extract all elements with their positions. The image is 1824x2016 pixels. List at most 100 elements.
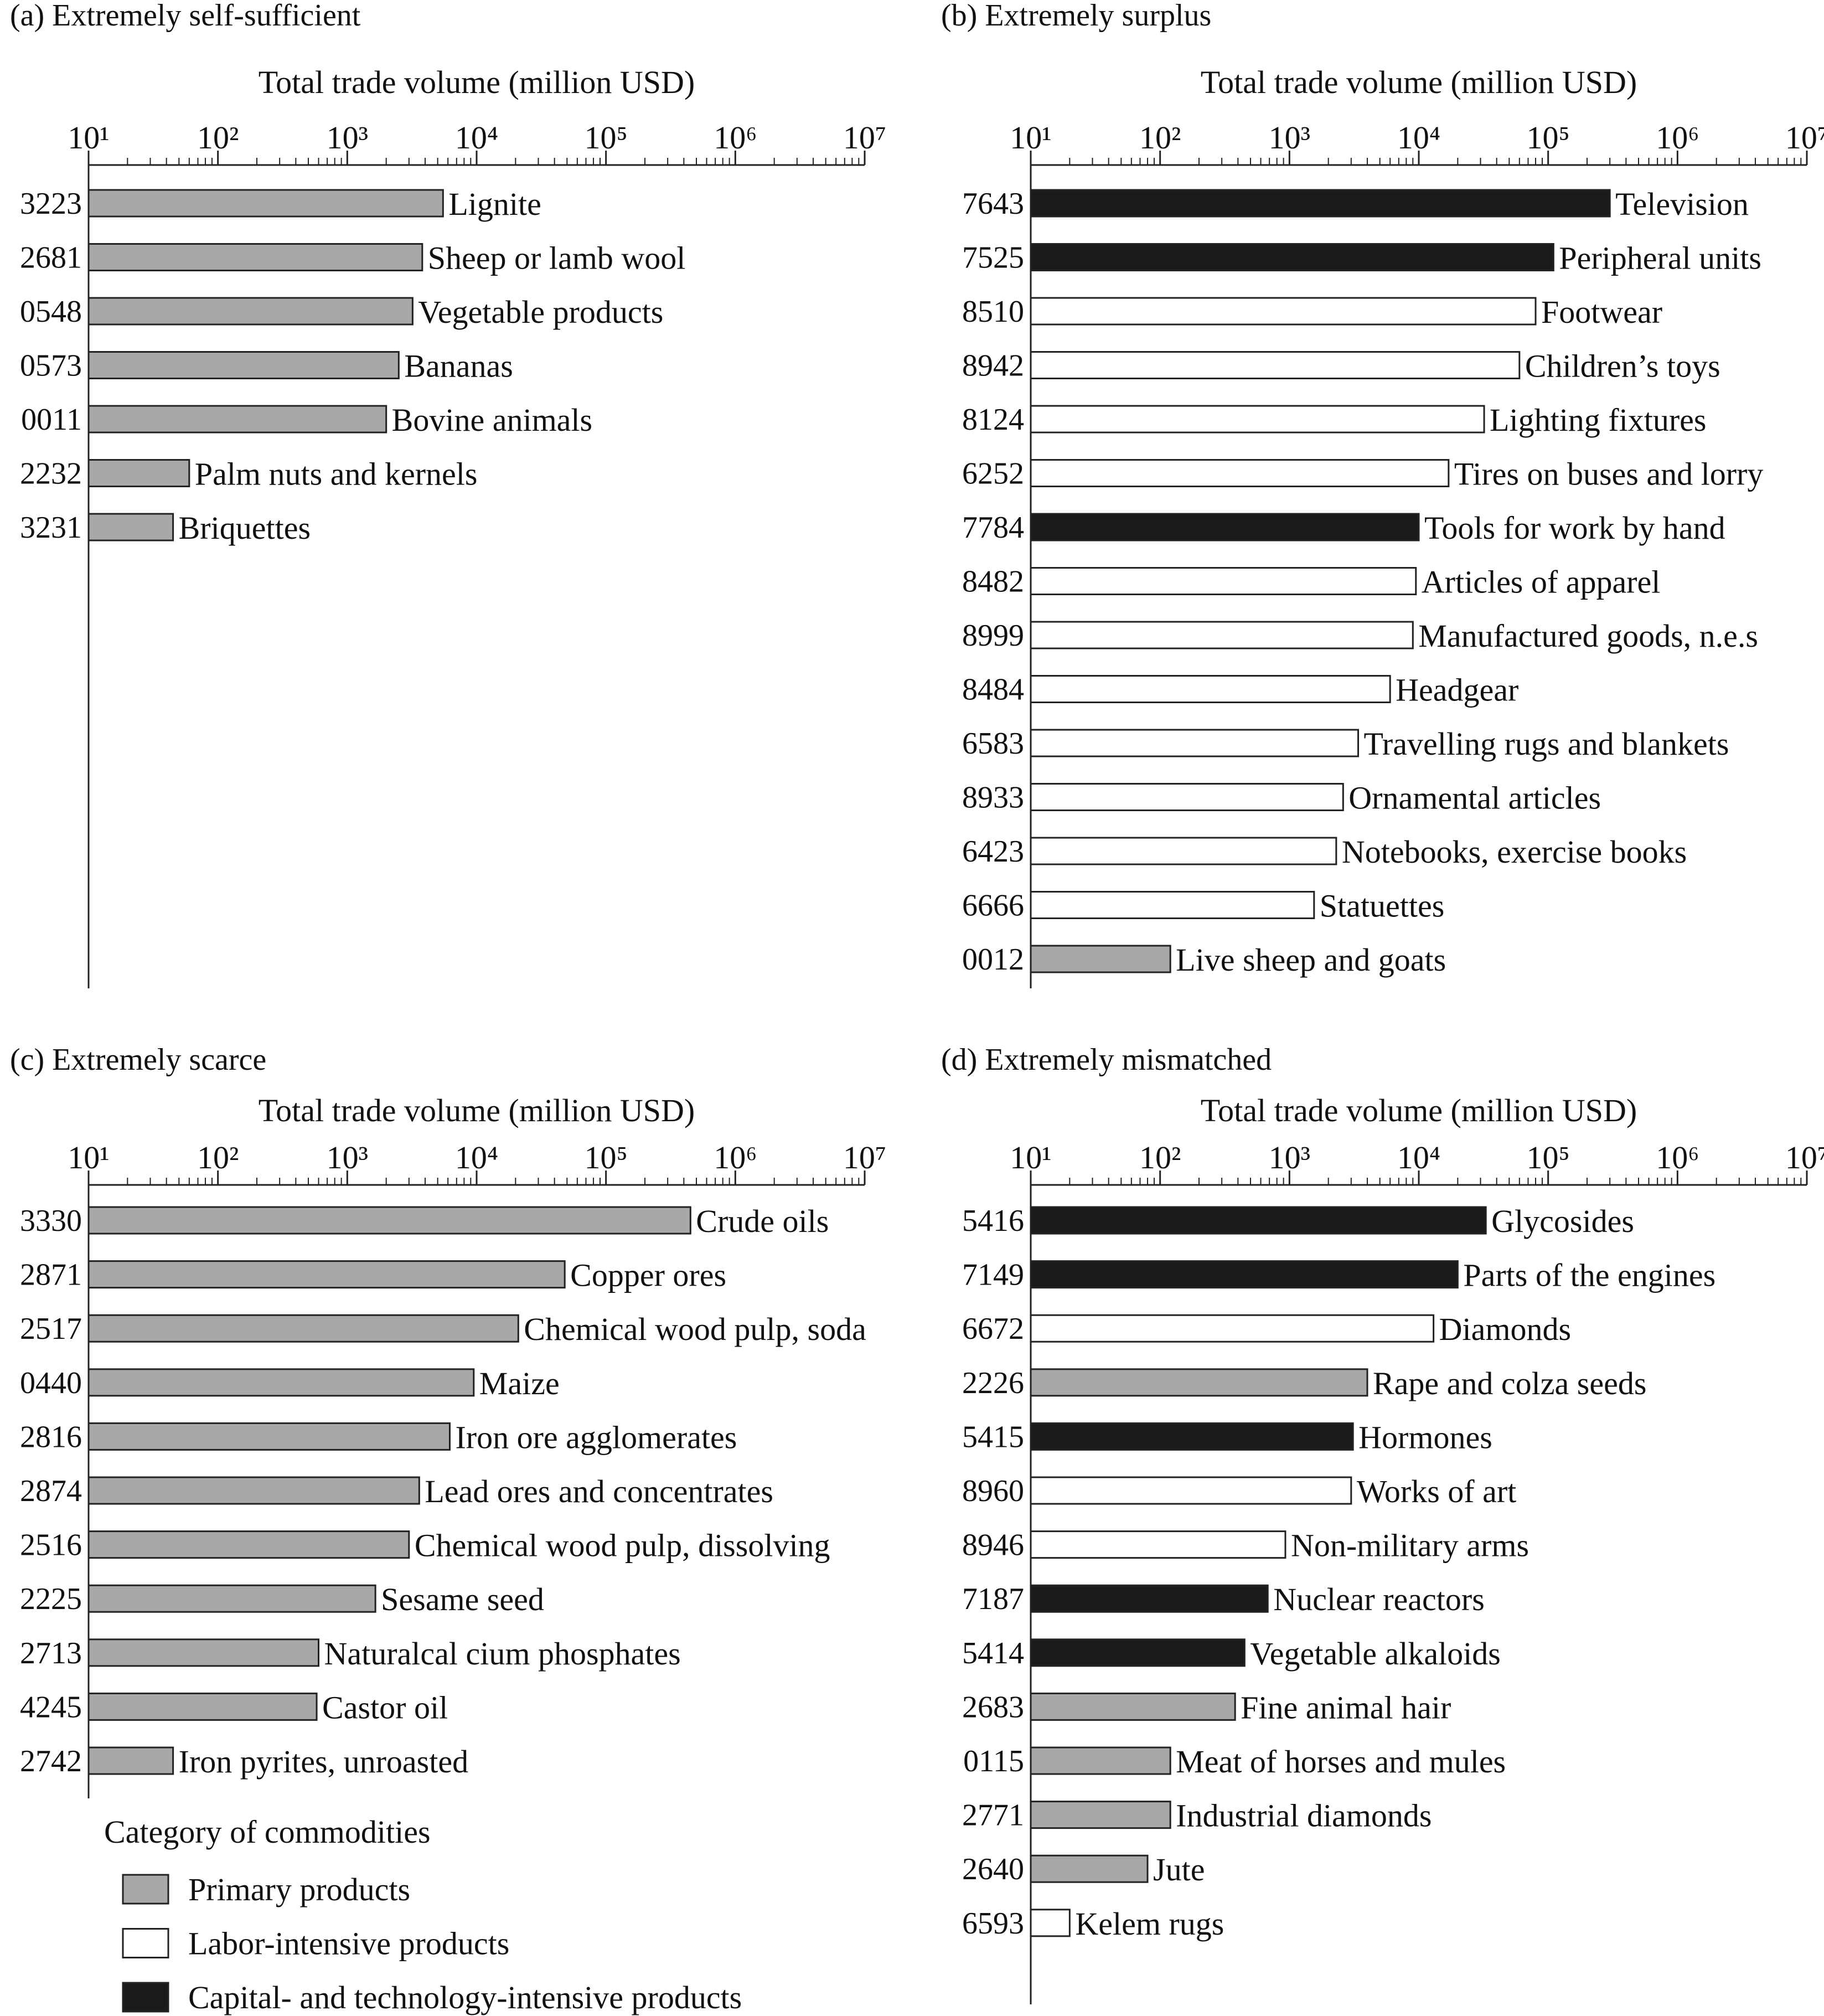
bar-data-label: Statuettes — [1320, 888, 1445, 924]
bar-data-label: Vegetable products — [418, 294, 663, 330]
category-code-label: 5414 — [962, 1636, 1024, 1670]
bar-primary — [89, 1747, 173, 1774]
category-code-label: 0440 — [20, 1366, 82, 1400]
bar-data-label: Vegetable alkaloids — [1250, 1636, 1501, 1672]
x-tick-label: 10⁴ — [455, 120, 498, 156]
x-tick-label: 10⁷ — [1785, 1140, 1824, 1175]
bar-data-label: Kelem rugs — [1075, 1906, 1224, 1942]
bar-data-label: Lignite — [448, 186, 541, 222]
category-code-label: 8484 — [962, 673, 1024, 707]
x-axis-label: Total trade volume (million USD) — [1201, 64, 1637, 100]
category-code-label: 7784 — [962, 511, 1024, 545]
category-code-label: 8124 — [962, 403, 1024, 437]
x-tick-label: 10⁶ — [1656, 1140, 1699, 1175]
legend-label-primary: Primary products — [188, 1871, 410, 1907]
chart-panel-d: (d) Extremely mismatched Total trade volu… — [941, 1043, 1824, 2004]
x-tick-label: 10¹ — [1010, 120, 1051, 156]
bar-capital — [1031, 190, 1610, 216]
bar-data-label: Maize — [479, 1365, 560, 1401]
bar-primary — [1031, 1802, 1170, 1828]
x-tick-label: 10³ — [327, 120, 368, 156]
bar-primary — [1031, 1369, 1367, 1396]
bar-primary — [89, 244, 422, 271]
bar-data-label: Diamonds — [1439, 1311, 1571, 1347]
x-tick-label: 10⁶ — [1656, 120, 1699, 156]
bar-labor — [1031, 460, 1449, 487]
bar-data-label: Ornamental articles — [1348, 780, 1601, 816]
x-axis-label: Total trade volume (million USD) — [259, 64, 695, 100]
legend-label-capital: Capital- and technology-intensive produc… — [188, 1979, 742, 2015]
x-tick-label: 10⁷ — [843, 120, 886, 156]
bar-data-label: Footwear — [1541, 294, 1662, 330]
bar-primary — [89, 1369, 474, 1396]
category-code-label: 8510 — [962, 295, 1024, 329]
bar-labor — [1031, 622, 1413, 648]
bar-primary — [89, 1532, 409, 1558]
category-code-label: 2874 — [20, 1474, 82, 1508]
bar-data-label: Notebooks, exercise books — [1342, 834, 1687, 870]
category-code-label: 6666 — [962, 889, 1024, 923]
bar-data-label: Hormones — [1358, 1419, 1492, 1455]
chart-panel-b: (b) Extremely surplus Total trade volume … — [941, 0, 1824, 988]
bar-primary — [89, 1585, 375, 1612]
category-code-label: 2771 — [962, 1798, 1024, 1833]
x-tick-label: 10⁵ — [1527, 1140, 1570, 1175]
x-tick-label: 10² — [197, 1140, 239, 1175]
bar-primary — [89, 1693, 317, 1720]
bar-capital — [1031, 1207, 1486, 1234]
bar-data-label: Television — [1615, 186, 1749, 222]
bar-primary — [1031, 1855, 1148, 1882]
x-tick-label: 10⁶ — [714, 1140, 757, 1175]
category-code-label: 7187 — [962, 1582, 1024, 1616]
bar-data-label: Parts of the engines — [1463, 1257, 1716, 1293]
bar-data-label: Chemical wood pulp, dissolving — [415, 1528, 830, 1564]
category-code-label: 3330 — [20, 1204, 82, 1238]
x-tick-label: 10² — [197, 120, 239, 156]
x-tick-label: 10² — [1139, 1140, 1181, 1175]
x-tick-label: 10⁴ — [455, 1140, 498, 1175]
bar-labor — [1031, 730, 1358, 756]
category-code-label: 2871 — [20, 1258, 82, 1292]
bar-labor — [1031, 1910, 1069, 1936]
bar-primary — [89, 1261, 565, 1288]
bar-data-label: Travelling rugs and blankets — [1364, 726, 1729, 762]
category-code-label: 2713 — [20, 1636, 82, 1670]
bar-data-label: Lead ores and concentrates — [425, 1473, 773, 1509]
category-code-label: 2816 — [20, 1420, 82, 1454]
bar-primary — [89, 1477, 419, 1504]
bar-data-label: Glycosides — [1491, 1203, 1634, 1239]
bar-data-label: Sheep or lamb wool — [428, 240, 686, 276]
bar-data-label: Naturalcal cium phosphates — [324, 1636, 680, 1672]
bar-labor — [1031, 1532, 1285, 1558]
chart-panel-a: (a) Extremely self-sufficient Total trade… — [10, 0, 886, 988]
category-code-label: 8482 — [962, 565, 1024, 599]
x-tick-label: 10⁷ — [1785, 120, 1824, 156]
bar-labor — [1031, 406, 1484, 432]
x-tick-label: 10¹ — [68, 1140, 109, 1175]
bar-labor — [1031, 1315, 1434, 1342]
bar-data-label: Peripheral units — [1559, 240, 1761, 276]
category-code-label: 6423 — [962, 834, 1024, 869]
chart-figure: (a) Extremely self-sufficient Total trade… — [0, 0, 1824, 2016]
category-code-label: 0573 — [20, 349, 82, 383]
bar-labor — [1031, 676, 1390, 703]
category-code-label: 2683 — [962, 1690, 1024, 1724]
category-code-label: 2517 — [20, 1312, 82, 1346]
x-tick-label: 10⁵ — [1527, 120, 1570, 156]
bar-labor — [1031, 298, 1536, 324]
bar-data-label: Iron ore agglomerates — [455, 1419, 737, 1455]
category-code-label: 7525 — [962, 241, 1024, 275]
bar-primary — [89, 1423, 449, 1450]
x-tick-label: 10³ — [327, 1140, 368, 1175]
category-code-label: 3231 — [20, 511, 82, 545]
panel-title: (b) Extremely surplus — [941, 0, 1211, 33]
category-code-label: 7149 — [962, 1258, 1024, 1292]
bar-data-label: Articles of apparel — [1422, 564, 1661, 600]
category-code-label: 2226 — [962, 1366, 1024, 1400]
bar-data-label: Bovine animals — [392, 402, 592, 438]
x-axis-label: Total trade volume (million USD) — [259, 1092, 695, 1128]
category-code-label: 6252 — [962, 457, 1024, 491]
bar-data-label: Jute — [1153, 1852, 1205, 1888]
bar-data-label: Industrial diamonds — [1176, 1798, 1432, 1834]
bar-data-label: Children’s toys — [1525, 348, 1720, 384]
